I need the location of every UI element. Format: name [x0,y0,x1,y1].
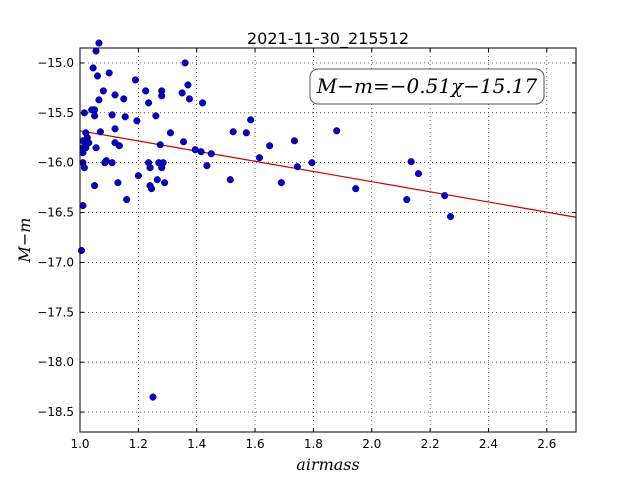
data-point [149,393,157,401]
x-tick-label: 1.2 [129,437,148,451]
data-point [352,185,360,193]
y-tick-label: −17.5 [37,305,74,319]
data-point [142,87,150,95]
data-point [178,89,186,97]
data-point [290,137,298,145]
data-point [203,162,211,170]
data-point [308,159,316,167]
data-point [89,64,97,72]
data-point [105,69,113,77]
x-tick-label: 2.2 [421,437,440,451]
chart-title: 2021-11-30_215512 [247,29,409,49]
data-point [153,176,161,184]
data-point [111,125,119,133]
data-point [247,116,255,124]
data-point [96,128,104,136]
data-point [95,96,103,104]
data-point [226,176,234,184]
data-point [114,179,122,187]
data-point [166,129,174,137]
x-tick-label: 2.4 [479,437,498,451]
data-point [181,59,189,67]
data-point [79,202,87,210]
y-tick-label: −18.0 [37,355,74,369]
data-point [403,196,411,204]
data-point [207,150,215,158]
data-point [407,158,415,166]
y-axis-label: M−m [15,218,34,264]
data-point [242,129,250,137]
x-tick-label: 1.8 [304,437,323,451]
x-tick-label: 2.6 [537,437,556,451]
data-point [184,81,192,89]
y-tick-label: −16.5 [37,206,74,220]
data-point [85,139,93,147]
fit-equation-box: M−m=−0.51χ−15.17 [309,68,545,105]
data-point [92,47,100,55]
data-point [95,39,103,47]
data-point [255,154,263,162]
y-tick-label: −16.0 [37,156,74,170]
data-point [91,106,99,114]
x-tick-label: 1.0 [70,437,89,451]
data-point [446,213,455,221]
y-tick-labels: −15.0 −15.5 −16.0 −16.5 −17.0 −17.5 −18.0 −18.5 [37,56,74,419]
data-point [92,144,100,152]
data-point [145,99,153,107]
fit-equation: M−m=−0.51χ−15.17 [316,74,538,98]
data-point [414,170,422,178]
y-tick-label: −15.5 [37,106,74,120]
data-points [77,39,455,401]
data-point [91,112,99,120]
data-point [229,128,237,136]
y-tick-label: −17.0 [37,255,74,269]
data-point [133,117,141,125]
data-point [123,196,131,204]
data-point [115,142,123,150]
data-point [156,141,164,149]
data-point [120,95,128,103]
data-point [146,164,154,172]
x-tick-label: 2.0 [362,437,381,451]
data-point [121,113,129,121]
data-point [80,164,88,172]
data-point [158,92,166,100]
x-tick-label: 1.4 [187,437,206,451]
y-tick-label: −18.5 [37,405,74,419]
data-point [266,142,274,150]
data-point [131,76,139,84]
data-point [99,87,107,95]
plot-frame [79,47,577,433]
x-axis-label: airmass [296,455,359,474]
data-point [111,91,119,99]
data-point [93,72,102,80]
data-point [441,192,449,200]
data-point [108,159,116,167]
data-point [277,179,285,187]
data-point [77,246,86,255]
data-point [159,159,167,167]
data-point [161,179,169,187]
data-point [108,111,116,119]
data-point [293,163,301,171]
x-tick-label: 1.6 [246,437,265,451]
axis-ticks [79,48,576,432]
data-point [152,112,160,120]
plot-background [80,48,576,432]
fit-equation-frame [309,68,545,105]
data-point [198,99,207,107]
data-point [91,182,99,190]
grid [79,48,576,432]
data-point [147,185,156,193]
data-point [134,172,142,180]
data-point [333,127,341,135]
y-tick-label: −15.0 [37,56,74,70]
x-tick-labels: 1.0 1.2 1.4 1.6 1.8 2.0 2.2 2.4 2.6 [70,437,556,451]
data-point [185,95,193,103]
data-point [180,138,188,146]
data-point [197,148,205,156]
